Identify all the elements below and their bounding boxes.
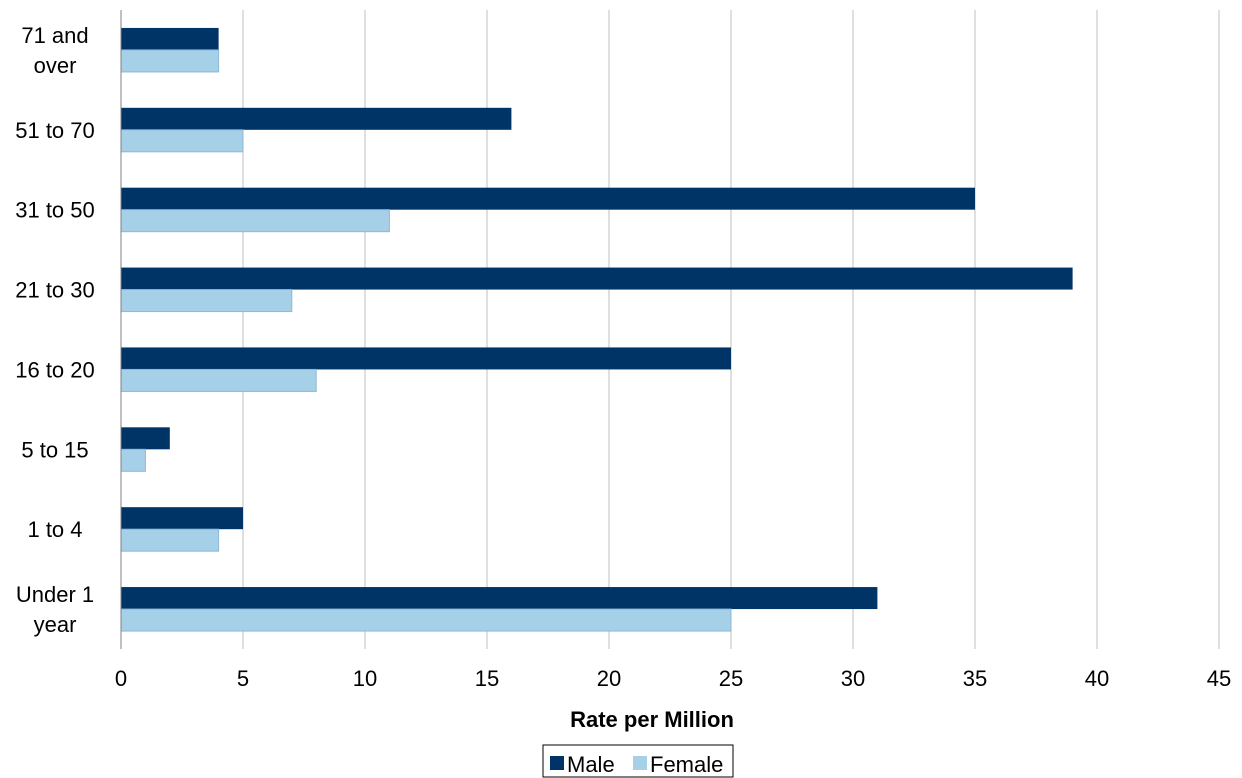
legend-swatch-male	[550, 756, 564, 770]
bar-female-2	[120, 209, 390, 233]
category-label-4: 16 to 20	[15, 357, 95, 382]
x-tick-label-20: 20	[597, 666, 621, 691]
x-tick-label-10: 10	[353, 666, 377, 691]
bar-male-5	[121, 427, 170, 450]
gridlines	[242, 10, 1220, 649]
bar-female-3	[120, 289, 293, 313]
bar-male-6	[121, 507, 243, 530]
x-tick-labels: 0 5 10 15 20 25 30 35 40 45	[115, 666, 1231, 691]
bar-female-0	[120, 49, 220, 73]
category-label-3: 21 to 30	[15, 278, 95, 303]
category-label-2: 31 to 50	[15, 198, 95, 223]
bars	[120, 27, 1073, 632]
x-tick-label-35: 35	[963, 666, 987, 691]
category-label-1: 51 to 70	[15, 118, 95, 143]
category-label-5: 5 to 15	[21, 437, 88, 462]
x-tick-label-5: 5	[237, 666, 249, 691]
x-tick-label-15: 15	[475, 666, 499, 691]
category-label-0: 71 and over	[21, 23, 88, 78]
bar-male-4	[121, 347, 731, 370]
x-tick-label-40: 40	[1085, 666, 1109, 691]
bar-female-6	[120, 528, 220, 552]
bar-female-1	[120, 129, 244, 153]
bar-male-1	[121, 107, 512, 130]
x-tick-label-25: 25	[719, 666, 743, 691]
legend: Male Female	[542, 744, 734, 778]
category-labels: 71 and over 51 to 70 31 to 50 21 to 30 16 to …	[15, 23, 95, 637]
bar-female-7	[120, 608, 732, 632]
bar-male-7	[121, 587, 878, 610]
x-axis-title: Rate per Million	[570, 707, 734, 732]
x-tick-label-0: 0	[115, 666, 127, 691]
category-label-6: 1 to 4	[27, 517, 82, 542]
bar-male-3	[121, 267, 1073, 290]
category-label-7: Under 1 year	[16, 582, 94, 637]
x-tick-label-45: 45	[1207, 666, 1231, 691]
x-tick-label-30: 30	[841, 666, 865, 691]
bar-male-0	[121, 27, 219, 50]
legend-label-male: Male	[567, 752, 615, 777]
bar-female-4	[120, 368, 317, 392]
bar-male-2	[121, 187, 975, 210]
bar-female-5	[120, 448, 146, 472]
legend-label-female: Female	[650, 752, 723, 777]
legend-swatch-female	[633, 756, 647, 770]
